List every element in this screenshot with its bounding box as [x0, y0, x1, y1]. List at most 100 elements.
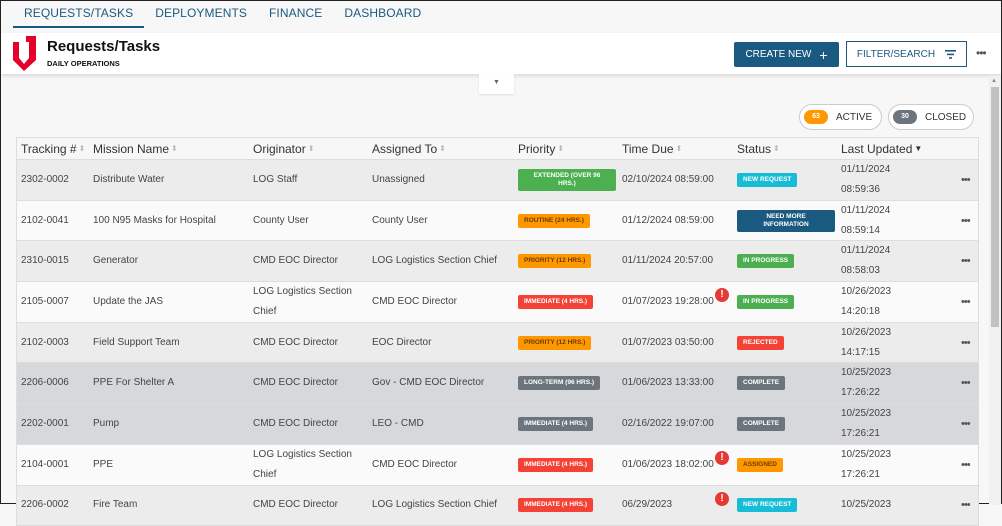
status-badge: IN PROGRESS [737, 295, 794, 309]
table-row[interactable]: 2206-0006 PPE For Shelter A CMD EOC Dire… [17, 363, 978, 404]
page-title: Requests/Tasks [47, 38, 160, 55]
last-updated: 01/11/2024 08:58:03 [841, 241, 903, 281]
page-subtitle: DAILY OPERATIONS [47, 59, 120, 68]
sort-icon: ⬍ [439, 139, 446, 159]
column-header-label: Mission Name [93, 139, 169, 159]
mission-name[interactable]: Field Support Team [93, 323, 180, 363]
assigned-to: County User [372, 201, 428, 241]
sort-icon: ⬍ [557, 139, 564, 159]
tab-requests-tasks[interactable]: REQUESTS/TASKS [13, 1, 144, 28]
table-row[interactable]: 2206-0002 Fire Team CMD EOC Director LOG… [17, 486, 978, 526]
time-due: 01/11/2024 20:57:00 [622, 241, 717, 281]
mission-name[interactable]: Fire Team [93, 486, 137, 526]
column-header[interactable]: Priority⬍ [518, 138, 564, 159]
priority-badge: ROUTINE (24 HRS.) [518, 214, 590, 228]
table-row[interactable]: 2102-0041 100 N95 Masks for Hospital Cou… [17, 201, 978, 242]
last-updated: 10/26/2023 14:17:15 [841, 323, 903, 363]
row-actions-icon[interactable]: ••• [961, 241, 970, 281]
table-row[interactable]: 2202-0001 Pump CMD EOC Director LEO - CM… [17, 404, 978, 445]
row-actions-icon[interactable]: ••• [961, 486, 970, 526]
time-due: 01/06/2023 13:33:00 [622, 363, 717, 403]
priority-badge: PRIORITY (12 HRS.) [518, 254, 591, 268]
tracking-number[interactable]: 2102-0003 [21, 323, 69, 363]
row-actions-icon[interactable]: ••• [961, 445, 970, 485]
column-header[interactable]: Status⬍ [737, 138, 780, 159]
status-badge: REJECTED [737, 336, 784, 350]
tracking-number[interactable]: 2202-0001 [21, 404, 69, 444]
column-header-label: Tracking # [21, 139, 77, 159]
tracking-number[interactable]: 2102-0041 [21, 201, 69, 241]
filter-search-label: FILTER/SEARCH [857, 49, 935, 60]
row-actions-icon[interactable]: ••• [961, 160, 970, 200]
time-due: 01/07/2023 19:28:00 [622, 282, 717, 322]
originator: CMD EOC Director [253, 404, 363, 444]
closed-label: CLOSED [925, 112, 966, 123]
row-actions-icon[interactable]: ••• [961, 323, 970, 363]
overdue-alert-icon: ! [715, 492, 729, 506]
sort-icon: ⬍ [79, 139, 86, 159]
tracking-number[interactable]: 2302-0002 [21, 160, 69, 200]
table-row[interactable]: 2310-0015 Generator CMD EOC Director LOG… [17, 241, 978, 282]
originator: LOG Logistics Section Chief [253, 445, 363, 485]
column-header[interactable]: Time Due⬍ [622, 138, 682, 159]
row-actions-icon[interactable]: ••• [961, 282, 970, 322]
column-header[interactable]: Assigned To⬍ [372, 138, 446, 159]
table-row[interactable]: 2105-0007 Update the JAS LOG Logistics S… [17, 282, 978, 323]
sort-icon: ⬍ [676, 139, 683, 159]
tracking-number[interactable]: 2310-0015 [21, 241, 69, 281]
tracking-number[interactable]: 2105-0007 [21, 282, 69, 322]
table-row[interactable]: 2104-0001 PPE LOG Logistics Section Chie… [17, 445, 978, 486]
vertical-scrollbar[interactable]: ▲ [989, 76, 1001, 505]
last-updated: 10/25/2023 17:26:21 [841, 445, 903, 485]
closed-count: 30 [893, 110, 917, 124]
tab-deployments[interactable]: DEPLOYMENTS [144, 1, 258, 28]
scroll-up-icon[interactable]: ▲ [991, 78, 997, 84]
mission-name[interactable]: PPE For Shelter A [93, 363, 174, 403]
mission-name[interactable]: Distribute Water [93, 160, 164, 200]
tracking-number[interactable]: 2104-0001 [21, 445, 69, 485]
row-actions-icon[interactable]: ••• [961, 201, 970, 241]
priority-badge: IMMEDIATE (4 HRS.) [518, 417, 593, 431]
sort-icon: ⬍ [171, 139, 178, 159]
row-actions-icon[interactable]: ••• [961, 363, 970, 403]
expand-toggle-button[interactable]: ▼ [479, 74, 514, 94]
priority-badge: LONG-TERM (96 HRS.) [518, 376, 600, 390]
column-header[interactable]: Last Updated▼ [841, 138, 922, 159]
scrollbar-thumb[interactable] [991, 87, 999, 327]
assigned-to: Gov - CMD EOC Director [372, 363, 484, 403]
more-options-icon[interactable]: ••• [976, 46, 986, 60]
column-header[interactable]: Mission Name⬍ [93, 138, 178, 159]
table-header: Tracking #⬍Mission Name⬍Originator⬍Assig… [17, 138, 978, 160]
mission-name[interactable]: 100 N95 Masks for Hospital [93, 201, 216, 241]
overdue-alert-icon: ! [715, 288, 729, 302]
tab-finance[interactable]: FINANCE [258, 1, 333, 28]
column-header-label: Assigned To [372, 139, 437, 159]
assigned-to: CMD EOC Director [372, 445, 457, 485]
status-badge: NEW REQUEST [737, 498, 797, 512]
closed-filter-pill[interactable]: 30 CLOSED [888, 104, 974, 130]
filter-search-button[interactable]: FILTER/SEARCH [846, 41, 967, 67]
column-header[interactable]: Originator⬍ [253, 138, 314, 159]
active-filter-pill[interactable]: 63 ACTIVE [799, 104, 882, 130]
column-header[interactable]: Tracking #⬍ [21, 138, 85, 159]
last-updated: 10/25/2023 17:26:22 [841, 363, 903, 403]
originator: LOG Staff [253, 160, 363, 200]
top-tabs: REQUESTS/TASKS DEPLOYMENTS FINANCE DASHB… [1, 1, 1001, 31]
table-row[interactable]: 2302-0002 Distribute Water LOG Staff Una… [17, 160, 978, 201]
tracking-number[interactable]: 2206-0002 [21, 486, 69, 526]
mission-name[interactable]: PPE [93, 445, 113, 485]
filter-icon [945, 50, 956, 59]
table-row[interactable]: 2102-0003 Field Support Team CMD EOC Dir… [17, 323, 978, 364]
mission-name[interactable]: Generator [93, 241, 138, 281]
mission-name[interactable]: Pump [93, 404, 119, 444]
tracking-number[interactable]: 2206-0006 [21, 363, 69, 403]
mission-name[interactable]: Update the JAS [93, 282, 163, 322]
assigned-to: EOC Director [372, 323, 431, 363]
row-actions-icon[interactable]: ••• [961, 404, 970, 444]
sort-icon: ⬍ [773, 139, 780, 159]
tab-dashboard[interactable]: DASHBOARD [333, 1, 432, 28]
time-due: 06/29/2023 [622, 486, 717, 526]
create-new-button[interactable]: CREATE NEW+ [734, 42, 839, 67]
plus-icon: + [819, 47, 827, 63]
shield-logo-icon [13, 36, 36, 71]
